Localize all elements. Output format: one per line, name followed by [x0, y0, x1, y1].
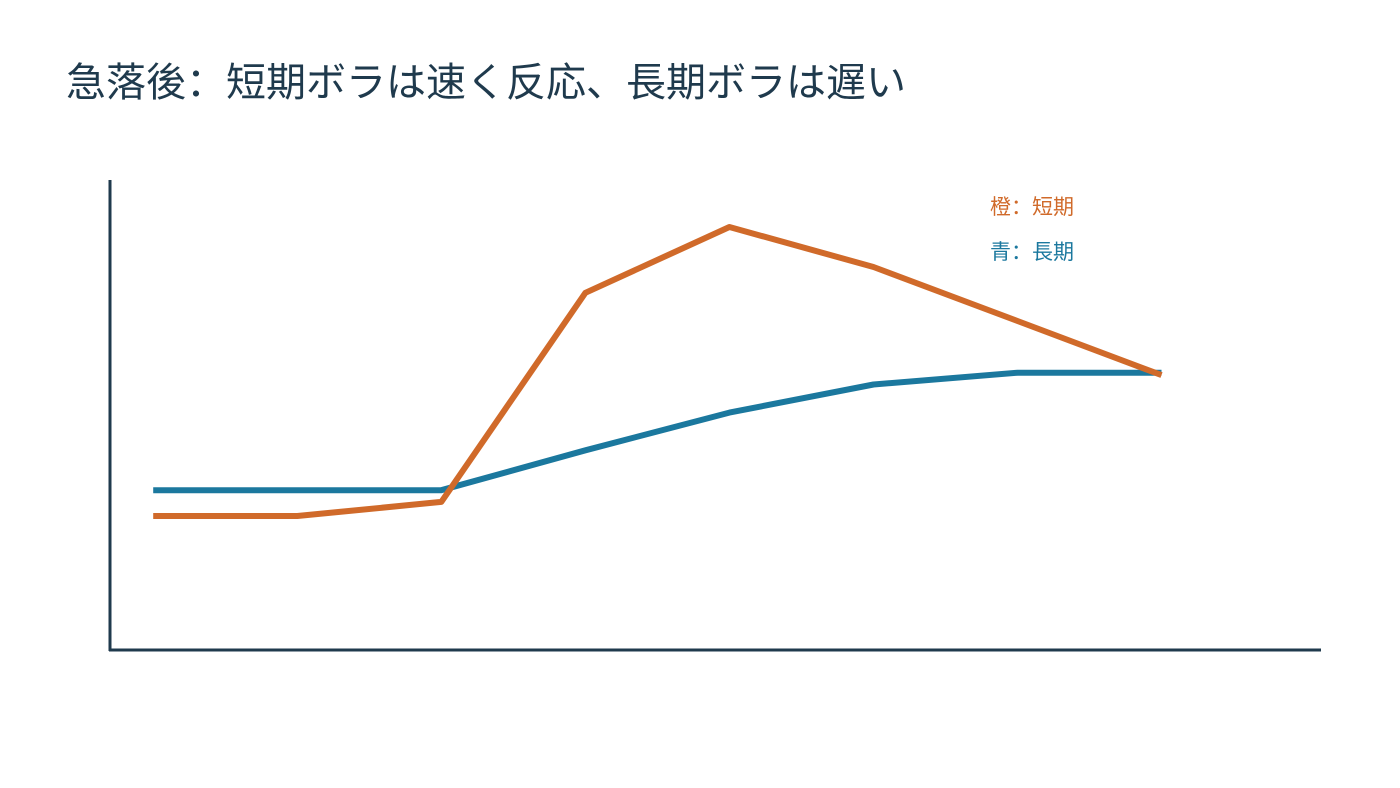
series-line-long [153, 369, 1162, 494]
series-line-short [153, 224, 1163, 519]
legend-entry-long: 青：長期 [990, 240, 1074, 264]
series-layer [153, 224, 1163, 519]
chart-title: 急落後：短期ボラは速く反応、長期ボラは遅い [66, 60, 906, 106]
legend-entry-short: 橙：短期 [990, 195, 1074, 219]
